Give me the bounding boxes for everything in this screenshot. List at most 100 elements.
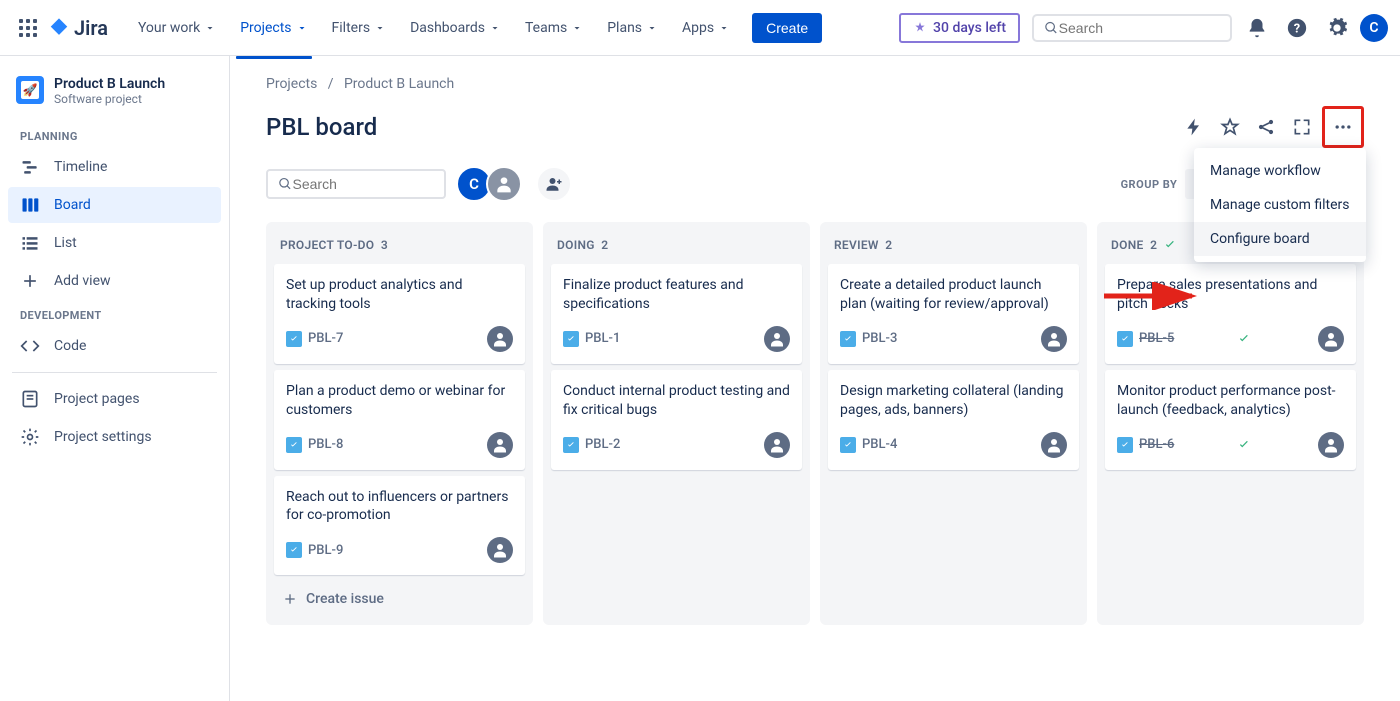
app-switcher-icon[interactable] — [12, 12, 44, 44]
issue-key: PBL-8 — [308, 437, 343, 452]
assignee-icon[interactable] — [487, 432, 513, 458]
issue-card[interactable]: Finalize product features and specificat… — [551, 264, 802, 364]
days-left-text: 30 days left — [933, 20, 1006, 36]
nav-item-your-work[interactable]: Your work — [128, 12, 226, 44]
global-search[interactable] — [1032, 14, 1232, 42]
project-icon: 🚀 — [16, 76, 44, 104]
nav-item-projects[interactable]: Projects — [230, 12, 317, 44]
done-check-icon — [1163, 238, 1177, 252]
card-title: Finalize product features and specificat… — [563, 276, 790, 314]
nav-item-dashboards[interactable]: Dashboards — [400, 12, 511, 44]
board-search-input[interactable] — [293, 176, 434, 192]
project-sidebar: 🚀 Product B Launch Software project PLAN… — [0, 56, 230, 701]
nav-item-apps[interactable]: Apps — [672, 12, 740, 44]
issue-card[interactable]: Set up product analytics and tracking to… — [274, 264, 525, 364]
nav-items: Your workProjectsFiltersDashboardsTeamsP… — [128, 12, 740, 44]
task-type-icon — [563, 437, 579, 453]
code-icon — [20, 336, 40, 356]
project-type: Software project — [54, 92, 165, 106]
top-navigation: Jira Your workProjectsFiltersDashboardsT… — [0, 0, 1400, 56]
card-title: Reach out to influencers or partners for… — [286, 488, 513, 526]
column-header: REVIEW 2 — [828, 234, 1079, 264]
breadcrumb: Projects / Product B Launch — [266, 76, 1364, 92]
breadcrumb-current: Product B Launch — [344, 76, 454, 92]
done-indicator-icon — [1237, 438, 1251, 452]
issue-card[interactable]: Design marketing collateral (landing pag… — [828, 370, 1079, 470]
column-review: REVIEW 2Create a detailed product launch… — [820, 222, 1087, 625]
add-people-button[interactable] — [536, 166, 572, 202]
assignee-icon[interactable] — [764, 326, 790, 352]
automation-icon[interactable] — [1178, 111, 1210, 143]
assignee-icon[interactable] — [1318, 326, 1344, 352]
breadcrumb-root[interactable]: Projects — [266, 76, 317, 92]
list-icon — [20, 233, 40, 253]
sidebar-item-timeline[interactable]: Timeline — [8, 149, 221, 185]
fullscreen-icon[interactable] — [1286, 111, 1318, 143]
timeline-icon — [20, 157, 40, 177]
assignee-icon[interactable] — [764, 432, 790, 458]
help-icon[interactable]: ? — [1280, 11, 1314, 45]
assignee-icon[interactable] — [1041, 326, 1067, 352]
done-indicator-icon — [1237, 332, 1251, 346]
issue-card[interactable]: Reach out to influencers or partners for… — [274, 476, 525, 576]
assignee-icon[interactable] — [1041, 432, 1067, 458]
issue-card[interactable]: Plan a product demo or webinar for custo… — [274, 370, 525, 470]
more-actions-button[interactable] — [1327, 111, 1359, 143]
dropdown-item-configure-board[interactable]: Configure board — [1194, 222, 1366, 256]
assignee-avatar[interactable] — [486, 166, 522, 202]
assignee-icon[interactable] — [487, 326, 513, 352]
issue-key: PBL-5 — [1139, 331, 1174, 346]
sidebar-divider — [12, 372, 217, 373]
assignee-icon[interactable] — [1318, 432, 1344, 458]
issue-card[interactable]: Prepare sales presentations and pitch de… — [1105, 264, 1356, 364]
notifications-icon[interactable] — [1240, 11, 1274, 45]
board-title: PBL board — [266, 113, 377, 141]
column-header: DOING 2 — [551, 234, 802, 264]
jira-logo[interactable]: Jira — [48, 16, 108, 40]
create-button[interactable]: Create — [752, 13, 822, 43]
issue-card[interactable]: Conduct internal product testing and fix… — [551, 370, 802, 470]
task-type-icon — [286, 331, 302, 347]
share-icon[interactable] — [1250, 111, 1282, 143]
issue-key: PBL-7 — [308, 331, 343, 346]
sidebar-item-code[interactable]: Code — [8, 328, 221, 364]
nav-item-filters[interactable]: Filters — [322, 12, 397, 44]
section-development: DEVELOPMENT — [8, 301, 221, 326]
nav-item-plans[interactable]: Plans — [597, 12, 668, 44]
sidebar-item-list[interactable]: List — [8, 225, 221, 261]
create-issue-button[interactable]: Create issue — [274, 581, 525, 617]
task-type-icon — [840, 331, 856, 347]
star-icon[interactable] — [1214, 111, 1246, 143]
assignee-icon[interactable] — [487, 537, 513, 563]
sidebar-item-project-pages[interactable]: Project pages — [8, 381, 221, 417]
sidebar-item-add-view[interactable]: Add view — [8, 263, 221, 299]
issue-card[interactable]: Create a detailed product launch plan (w… — [828, 264, 1079, 364]
sidebar-item-board[interactable]: Board — [8, 187, 221, 223]
section-planning: PLANNING — [8, 122, 221, 147]
issue-key: PBL-1 — [585, 331, 620, 346]
dropdown-item-manage-custom-filters[interactable]: Manage custom filters — [1194, 188, 1366, 222]
issue-key: PBL-9 — [308, 543, 343, 558]
dropdown-item-manage-workflow[interactable]: Manage workflow — [1194, 154, 1366, 188]
global-search-input[interactable] — [1059, 20, 1220, 36]
column-done: DONE 2Prepare sales presentations and pi… — [1097, 222, 1364, 625]
task-type-icon — [286, 542, 302, 558]
more-button-highlight — [1322, 106, 1364, 148]
assignee-filter-avatars: C — [462, 166, 522, 202]
product-name: Jira — [74, 16, 108, 40]
issue-card[interactable]: Monitor product performance post-launch … — [1105, 370, 1356, 470]
nav-item-teams[interactable]: Teams — [515, 12, 593, 44]
task-type-icon — [1117, 331, 1133, 347]
board-search[interactable] — [266, 169, 446, 199]
task-type-icon — [1117, 437, 1133, 453]
trial-days-left[interactable]: 30 days left — [899, 13, 1020, 43]
board-content: Projects / Product B Launch PBL board Ma… — [230, 56, 1400, 701]
issue-key: PBL-6 — [1139, 437, 1174, 452]
user-avatar[interactable]: C — [1360, 14, 1388, 42]
settings-icon[interactable] — [1320, 11, 1354, 45]
card-title: Design marketing collateral (landing pag… — [840, 382, 1067, 420]
svg-text:?: ? — [1294, 21, 1300, 36]
board-icon — [20, 195, 40, 215]
sidebar-item-project-settings[interactable]: Project settings — [8, 419, 221, 455]
add-view-icon — [20, 271, 40, 291]
